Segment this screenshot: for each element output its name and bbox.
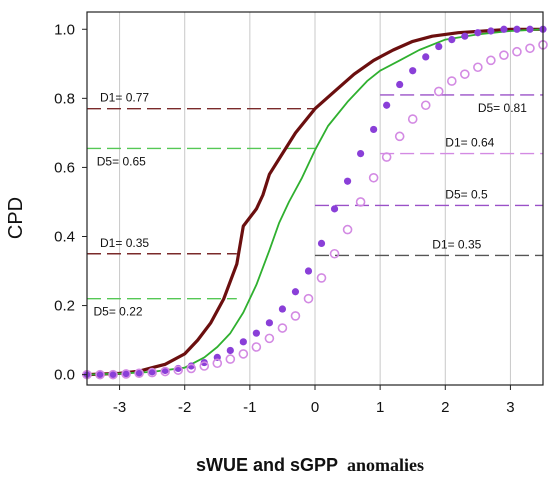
- series-2-point-27: [435, 42, 443, 51]
- series-3-point-18: [316, 273, 327, 283]
- series-2-point-1: [96, 371, 104, 379]
- series-3-point-32: [499, 50, 509, 60]
- reference-label-4: D5= 0.81: [478, 101, 527, 115]
- y-axis-label: CPD: [5, 197, 27, 239]
- series-3-point-6: [160, 366, 170, 377]
- series-3-point-25: [407, 114, 418, 124]
- reference-label-7: D1= 0.35: [432, 237, 481, 251]
- series-3-point-30: [473, 62, 483, 73]
- series-2-point-28: [448, 36, 456, 44]
- series-3-point-21: [355, 197, 366, 207]
- reference-label-6: D5= 0.5: [445, 187, 488, 201]
- series-2-point-33: [513, 25, 521, 33]
- series-2-point-32: [500, 25, 508, 33]
- series-2-point-30: [474, 29, 482, 37]
- series-2-point-18: [317, 239, 326, 247]
- series-2-point-2: [109, 371, 117, 379]
- series-3-point-14: [264, 333, 275, 344]
- series-3-point-31: [486, 55, 496, 66]
- series-2-point-12: [239, 338, 247, 346]
- series-2-point-20: [343, 177, 352, 185]
- series-3-point-33: [512, 46, 522, 57]
- series-3-point-16: [290, 311, 301, 321]
- reference-label-0: D1= 0.77: [100, 91, 149, 105]
- reference-label-5: D1= 0.64: [445, 136, 494, 150]
- x-tick-label-0: -3: [113, 399, 126, 416]
- series-3-point-13: [251, 342, 262, 352]
- reference-lines: [87, 94, 543, 300]
- series-3-point-28: [446, 76, 457, 86]
- series-2-point-22: [370, 125, 378, 134]
- series-2-point-14: [265, 319, 273, 327]
- series-3-point-23: [381, 152, 392, 162]
- x-tick-label-4: 1: [376, 399, 384, 416]
- series-3-point-8: [186, 363, 197, 374]
- x-axis-label-main: sWUE and sGPP: [196, 455, 338, 475]
- y-tick-label-2: 0.4: [54, 228, 75, 245]
- series-2-point-21: [357, 150, 365, 158]
- series-2-point-15: [278, 305, 287, 313]
- series-2-point-16: [291, 288, 300, 296]
- series-line-1: [86, 28, 544, 376]
- y-tick-label-5: 1.0: [54, 21, 75, 38]
- series-3-point-26: [420, 100, 431, 111]
- reference-label-3: D5= 0.22: [94, 305, 143, 319]
- x-tick-label-6: 3: [506, 399, 514, 416]
- series-3-point-1: [95, 369, 105, 380]
- series-2-point-5: [148, 368, 156, 376]
- series-3-point-19: [329, 248, 340, 259]
- x-axis-label: sWUE and sGPP anomalies: [196, 455, 424, 475]
- series-3-point-24: [394, 131, 405, 142]
- series-2-point-3: [122, 370, 130, 378]
- series-3-point-11: [225, 354, 236, 364]
- x-tick-label-2: -1: [243, 399, 256, 416]
- series-3-point-34: [525, 43, 535, 54]
- reference-label-2: D1= 0.35: [100, 236, 149, 250]
- axis-ticks: -3 -2 -1 0 1 2 3 0.0 0.2 0.4 0.6 0.8 1.0: [54, 21, 514, 416]
- series-2-point-13: [252, 329, 260, 337]
- series-2-point-29: [461, 32, 469, 40]
- series-3-point-4: [134, 368, 144, 379]
- grid-lines: [119, 12, 511, 385]
- y-tick-label-3: 0.6: [54, 159, 75, 176]
- series-3-point-2: [108, 369, 118, 380]
- annotations: D1= 0.77 D5= 0.65 D1= 0.35 D5= 0.22 D5= 0.81…: [94, 91, 528, 319]
- series-2-point-19: [330, 205, 339, 213]
- series-2-point-34: [526, 25, 534, 33]
- series-2-point-26: [422, 53, 430, 61]
- y-tick-label-0: 0.0: [54, 367, 75, 384]
- series-points-2: [83, 25, 547, 379]
- series-2-point-23: [383, 101, 391, 109]
- x-tick-label-3: 0: [311, 399, 319, 416]
- series-2-point-11: [226, 346, 234, 355]
- series-3-point-9: [199, 361, 210, 371]
- series-2-point-25: [409, 67, 417, 75]
- series-2-point-31: [487, 27, 495, 35]
- x-tick-label-5: 2: [441, 399, 449, 416]
- x-tick-label-1: -2: [178, 399, 191, 416]
- series-3-point-17: [303, 293, 314, 304]
- series-3-point-3: [121, 369, 131, 379]
- series-2-point-17: [304, 267, 313, 275]
- reference-label-1: D5= 0.65: [97, 154, 146, 168]
- series-3-point-22: [368, 172, 379, 183]
- y-tick-label-4: 0.8: [54, 90, 75, 107]
- series-3-point-27: [433, 86, 444, 97]
- series-2-point-4: [135, 369, 143, 377]
- series-3-point-5: [147, 367, 157, 378]
- series-line-0: [86, 27, 543, 377]
- series-3-point-10: [212, 358, 223, 369]
- series-3-point-20: [342, 224, 353, 235]
- series-3-point-12: [238, 349, 249, 359]
- series-2-point-24: [396, 80, 404, 89]
- series-3-point-7: [173, 365, 183, 375]
- y-tick-label-1: 0.2: [54, 298, 75, 315]
- series-3-point-29: [460, 69, 470, 79]
- series-3-point-15: [277, 323, 288, 333]
- x-axis-label-suffix: anomalies: [347, 455, 424, 475]
